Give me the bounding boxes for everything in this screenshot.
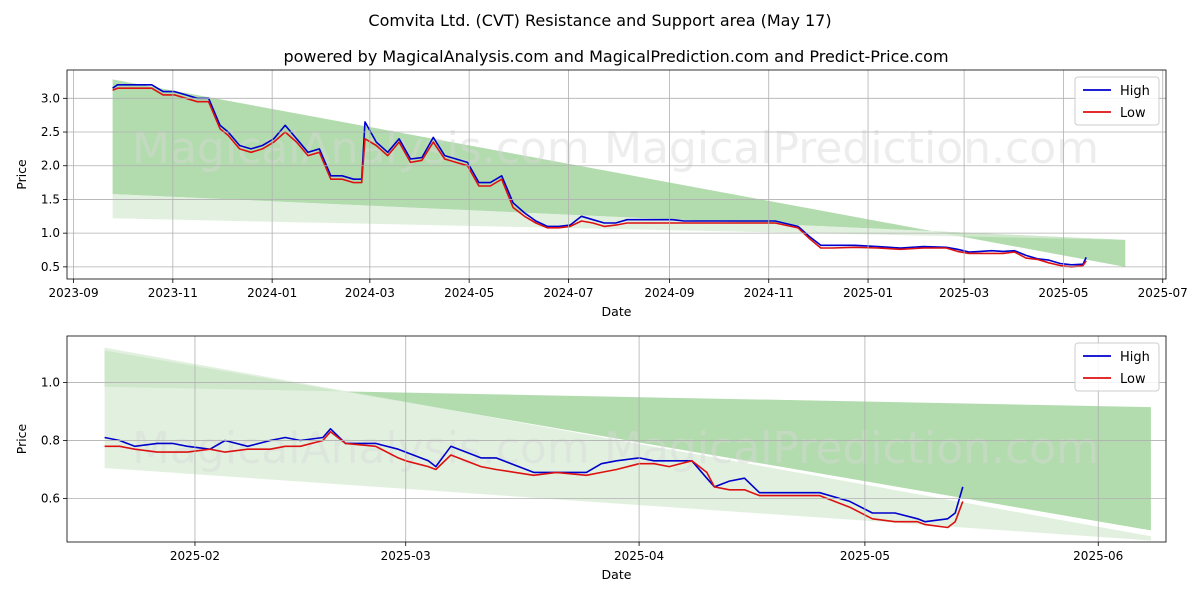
lower-y-tick-label: 0.8 xyxy=(41,433,60,447)
upper-legend-label-high: High xyxy=(1120,84,1150,99)
upper-x-tick-label: 2024-09 xyxy=(644,286,694,300)
lower-y-tick-label: 1.0 xyxy=(41,375,60,389)
upper-axes-frame xyxy=(66,69,1167,280)
lower-series-low-line xyxy=(104,430,964,529)
lower-series-high-line xyxy=(104,427,964,523)
lower-x-tick-label: 2025-05 xyxy=(840,549,890,563)
upper-x-tick-label: 2024-05 xyxy=(444,286,494,300)
upper-y-tick-label: 1.5 xyxy=(41,192,60,206)
upper-band-1 xyxy=(112,79,1126,267)
upper-legend-label-low: Low xyxy=(1120,106,1146,121)
upper-x-tick-label: 2024-11 xyxy=(744,286,794,300)
lower-legend: High Low xyxy=(1074,342,1160,392)
upper-x-tick-label: 2024-01 xyxy=(247,286,297,300)
lower-chart-panel: MagicalAnalysis.com MagicalPrediction.com… xyxy=(14,335,1167,582)
upper-band-2 xyxy=(112,194,1126,240)
upper-chart-panel: MagicalAnalysis.com MagicalPrediction.com… xyxy=(14,69,1188,319)
chart-title: Comvita Ltd. (CVT) Resistance and Suppor… xyxy=(368,11,831,30)
upper-x-tick-label: 2023-09 xyxy=(48,286,98,300)
upper-y-axis-title: Price xyxy=(14,159,29,190)
upper-legend-box xyxy=(1074,76,1160,126)
lower-x-axis-title: Date xyxy=(602,567,632,582)
upper-x-tick-label: 2025-03 xyxy=(939,286,989,300)
lower-plot-area: MagicalAnalysis.com MagicalPrediction.com xyxy=(104,347,1151,541)
upper-y-tick-label: 0.5 xyxy=(41,260,60,274)
lower-axes-frame xyxy=(66,335,1167,543)
upper-watermark-prediction: MagicalPrediction.com xyxy=(604,123,1099,174)
lower-x-tick-label: 2025-06 xyxy=(1073,549,1123,563)
lower-legend-box xyxy=(1074,342,1160,392)
upper-x-tick-label: 2025-05 xyxy=(1038,286,1088,300)
upper-x-tick-label: 2024-03 xyxy=(345,286,395,300)
lower-legend-label-high: High xyxy=(1120,350,1150,365)
upper-x-tick-label: 2023-11 xyxy=(148,286,198,300)
upper-watermark-analysis: MagicalAnalysis.com xyxy=(132,123,590,174)
upper-x-tick-label: 2025-07 xyxy=(1138,286,1188,300)
upper-y-tick-label: 1.0 xyxy=(41,226,60,240)
lower-y-tick-label: 0.6 xyxy=(41,491,60,505)
lower-band-2 xyxy=(104,347,1151,541)
lower-x-tick-label: 2025-04 xyxy=(614,549,664,563)
upper-x-tick-label: 2024-07 xyxy=(543,286,593,300)
lower-watermark-prediction: MagicalPrediction.com xyxy=(604,423,1099,474)
upper-y-tick-label: 2.0 xyxy=(41,159,60,173)
lower-x-tick-label: 2025-02 xyxy=(170,549,220,563)
upper-series-low-line xyxy=(112,87,1087,268)
upper-plot-area: MagicalAnalysis.com MagicalPrediction.com xyxy=(112,79,1126,268)
upper-x-axis-title: Date xyxy=(602,304,632,319)
upper-legend: High Low xyxy=(1074,76,1160,126)
lower-y-axis-title: Price xyxy=(14,423,29,454)
lower-x-tick-label: 2025-03 xyxy=(381,549,431,563)
chart-subtitle: powered by MagicalAnalysis.com and Magic… xyxy=(283,47,948,66)
upper-y-tick-label: 3.0 xyxy=(41,91,60,105)
upper-x-tick-label: 2025-01 xyxy=(843,286,893,300)
upper-y-tick-label: 2.5 xyxy=(41,125,60,139)
lower-legend-label-low: Low xyxy=(1120,372,1146,387)
